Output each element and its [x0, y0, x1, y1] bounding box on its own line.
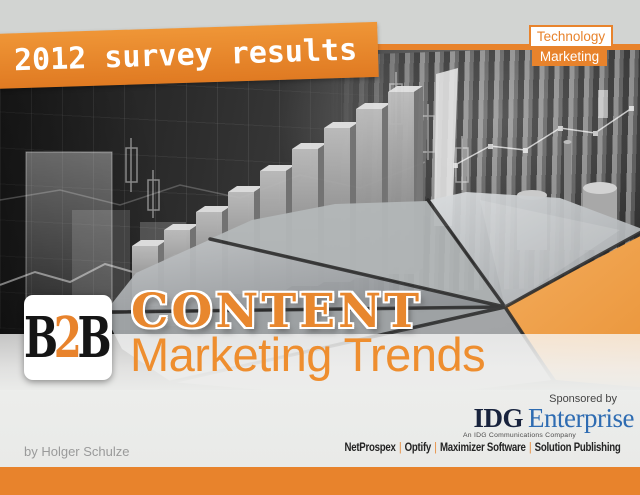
badge-marketing: Marketing: [532, 48, 607, 66]
partner-name: NetProspex: [344, 442, 396, 454]
idg-logo-primary: IDG: [473, 403, 524, 433]
b2b-letter-b1: B: [24, 304, 58, 371]
sponsored-by-label: Sponsored by: [549, 393, 617, 405]
idg-logo-secondary: Enterprise: [528, 403, 634, 433]
partner-separator: |: [399, 442, 402, 454]
partner-list: NetProspex | Optify | Maximizer Software | Sol…: [344, 442, 620, 454]
b2b-logo: B2B: [24, 295, 112, 380]
b2b-logo-text: B2B: [24, 305, 112, 371]
partner-name: Optify: [404, 442, 432, 454]
bottom-orange-bar: [0, 467, 640, 495]
title-content: CONTENT: [131, 284, 423, 339]
b2b-letter-b2: B: [77, 304, 112, 371]
partner-name: Solution Publishing: [534, 442, 621, 454]
badge-technology: Technology: [529, 25, 613, 48]
partner-name: Maximizer Software: [440, 442, 526, 454]
technology-marketing-badge: Technology Marketing: [529, 25, 613, 66]
idg-enterprise-logo: IDG Enterprise: [458, 403, 635, 434]
survey-banner-label: 2012 survey results: [13, 32, 358, 79]
partner-separator: |: [434, 442, 437, 454]
title-marketing-trends: Marketing Trends: [130, 328, 486, 381]
author-credit: by Holger Schulze: [24, 444, 130, 459]
partner-separator: |: [529, 442, 532, 454]
idg-tagline: An IDG Communications Company: [463, 432, 577, 439]
b2b-letter-two: 2: [53, 304, 82, 371]
